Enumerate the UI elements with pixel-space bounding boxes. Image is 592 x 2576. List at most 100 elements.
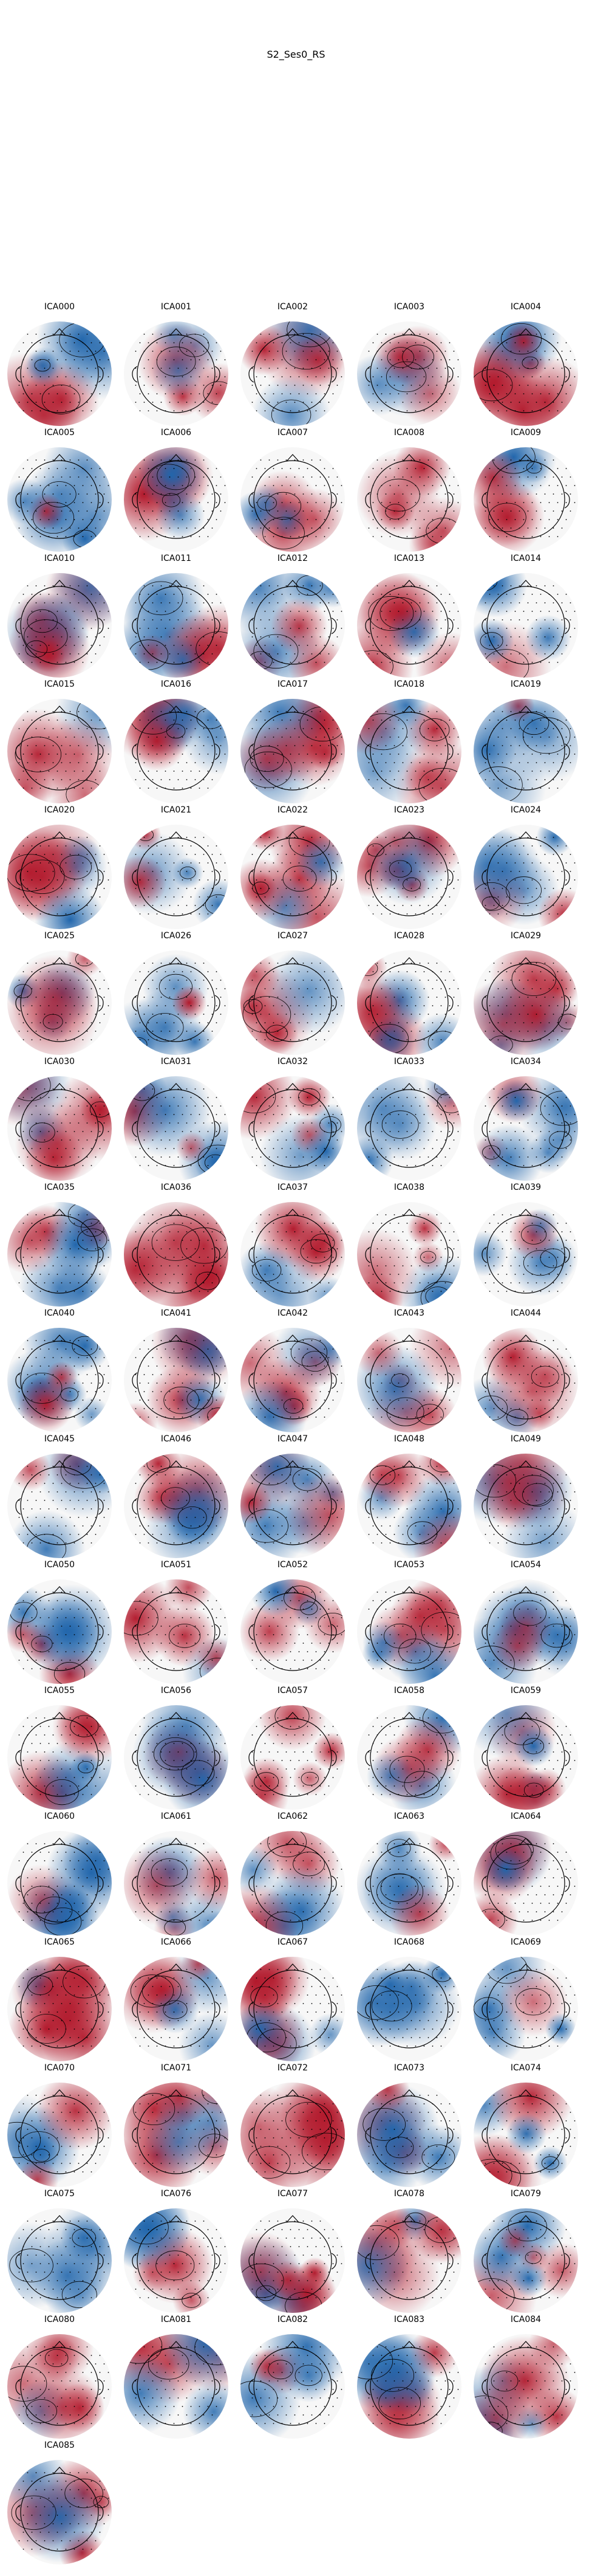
topomap-ica065: ICA065 xyxy=(5,1937,114,2065)
topomap-title: ICA026 xyxy=(160,931,192,941)
ear-left-outline xyxy=(481,492,488,509)
topomap-title: ICA025 xyxy=(44,931,75,941)
nose-outline xyxy=(519,706,532,713)
topomap-title: ICA061 xyxy=(160,1812,192,1821)
topomap-ica060: ICA060 xyxy=(5,1812,114,1939)
topomap-title: ICA054 xyxy=(510,1560,542,1570)
head-outline xyxy=(253,2095,332,2174)
topomap-title: ICA080 xyxy=(44,2315,75,2324)
head-topomap xyxy=(240,1831,345,1935)
topomap-title: ICA071 xyxy=(160,2063,192,2073)
nose-outline xyxy=(519,1460,532,1468)
topomap-ica054: ICA054 xyxy=(471,1560,580,1688)
topomap-title: ICA016 xyxy=(160,679,192,689)
nose-outline xyxy=(286,2341,299,2349)
topomap-ica079: ICA079 xyxy=(471,2189,580,2317)
topomap-ica082: ICA082 xyxy=(238,2315,347,2442)
ear-left-outline xyxy=(481,995,488,1012)
nose-outline xyxy=(403,1460,416,1468)
ear-left-outline xyxy=(365,492,371,509)
ear-left-outline xyxy=(481,1246,488,1263)
ear-right-outline xyxy=(98,1750,104,1767)
ear-right-outline xyxy=(98,869,104,886)
topomap-title: ICA020 xyxy=(44,805,75,815)
topomap-ica077: ICA077 xyxy=(238,2189,347,2317)
nose-outline xyxy=(53,2467,66,2475)
topomap-title: ICA085 xyxy=(44,2440,75,2450)
ear-right-outline xyxy=(331,2127,337,2144)
head-topomap xyxy=(357,950,461,1055)
ear-left-outline xyxy=(132,1875,138,1892)
topomap-title: ICA059 xyxy=(510,1686,542,1695)
ear-right-outline xyxy=(214,366,220,383)
ear-left-outline xyxy=(132,995,138,1012)
topomap-ica014: ICA014 xyxy=(471,554,580,681)
topomap-title: ICA069 xyxy=(510,1937,542,1947)
topomap-ica033: ICA033 xyxy=(355,1057,464,1184)
nose-outline xyxy=(286,831,299,839)
head-topomap xyxy=(357,2334,461,2439)
topomap-field xyxy=(240,1579,345,1684)
ear-left-outline xyxy=(481,1372,488,1389)
topomap-ica052: ICA052 xyxy=(238,1560,347,1688)
nose-outline xyxy=(169,2089,183,2097)
nose-outline xyxy=(169,580,183,588)
topomap-field xyxy=(7,573,112,678)
topomap-field xyxy=(357,447,461,552)
head-topomap xyxy=(240,1705,345,1810)
nose-outline xyxy=(519,831,532,839)
head-outline xyxy=(137,586,216,665)
ear-right-outline xyxy=(447,366,454,383)
head-outline xyxy=(20,586,99,665)
head-topomap xyxy=(240,1454,345,1558)
head-topomap xyxy=(124,1328,228,1432)
ear-right-outline xyxy=(98,617,104,634)
topomap-field xyxy=(240,2334,345,2439)
nose-outline xyxy=(169,454,183,462)
head-topomap xyxy=(7,573,112,678)
topomap-title: ICA034 xyxy=(510,1057,542,1066)
ear-left-outline xyxy=(248,1875,254,1892)
ear-left-outline xyxy=(132,492,138,509)
ear-left-outline xyxy=(481,743,488,760)
topomap-title: ICA015 xyxy=(44,679,75,689)
topomap-title: ICA075 xyxy=(44,2189,75,2199)
head-topomap xyxy=(124,1076,228,1181)
topomap-title: ICA002 xyxy=(277,302,308,312)
head-outline xyxy=(20,1718,99,1797)
ear-right-outline xyxy=(447,1372,454,1389)
topomap-field xyxy=(124,2083,228,2187)
head-topomap xyxy=(474,825,578,929)
head-outline xyxy=(137,334,216,413)
topomap-ica034: ICA034 xyxy=(471,1057,580,1184)
head-outline xyxy=(486,1215,565,1294)
ear-right-outline xyxy=(98,1498,104,1515)
head-outline xyxy=(253,1844,332,1923)
topomap-title: ICA046 xyxy=(160,1434,192,1444)
topomap-field xyxy=(474,2208,578,2313)
nose-outline xyxy=(403,1963,416,1971)
head-outline xyxy=(370,1341,449,1420)
nose-outline xyxy=(403,1712,416,1720)
topomap-field xyxy=(7,2460,112,2564)
topomap-title: ICA044 xyxy=(510,1308,542,1318)
topomap-ica005: ICA005 xyxy=(5,428,114,555)
nose-outline xyxy=(53,2215,66,2223)
head-outline xyxy=(137,963,216,1042)
topomap-ica010: ICA010 xyxy=(5,554,114,681)
topomap-ica046: ICA046 xyxy=(121,1434,231,1562)
head-outline xyxy=(486,1970,565,2049)
topomap-field xyxy=(474,447,578,552)
nose-outline xyxy=(519,454,532,462)
head-outline xyxy=(253,586,332,665)
ear-right-outline xyxy=(331,617,337,634)
head-outline xyxy=(486,460,565,539)
ear-left-outline xyxy=(365,366,371,383)
figure-title: S2_Ses0_RS xyxy=(267,49,325,60)
ear-right-outline xyxy=(564,2379,570,2396)
head-topomap xyxy=(474,573,578,678)
topomap-ica041: ICA041 xyxy=(121,1308,231,1436)
topomap-title: ICA052 xyxy=(277,1560,308,1570)
topomap-ica067: ICA067 xyxy=(238,1937,347,2065)
